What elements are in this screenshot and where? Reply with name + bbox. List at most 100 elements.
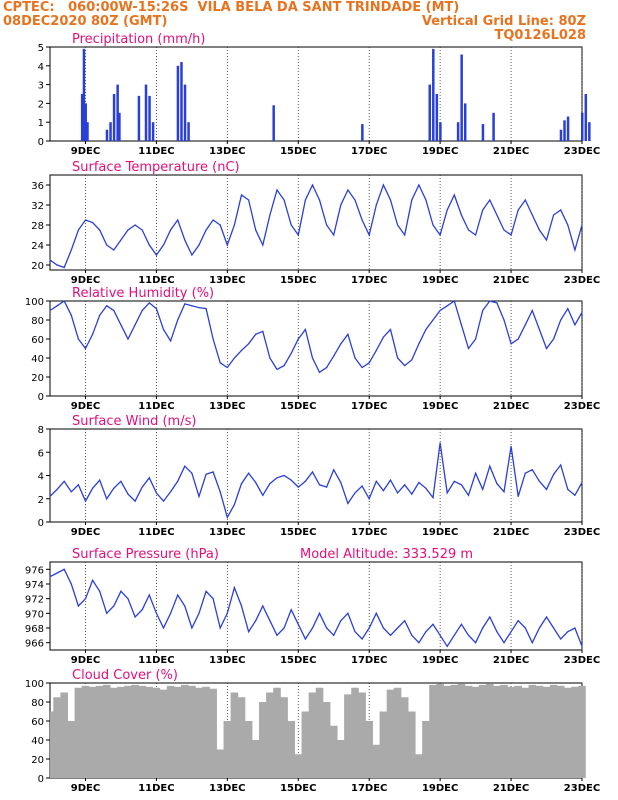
data-point (240, 194, 243, 196)
precip-bar (151, 122, 155, 141)
data-point (120, 480, 122, 482)
x-tick-label: 11DEC (138, 655, 174, 666)
cloud-bar (365, 721, 373, 778)
cloud-bar (521, 687, 530, 778)
precip-bar (463, 103, 467, 141)
precip-bar (588, 122, 591, 141)
data-point (574, 324, 576, 326)
data-point (538, 480, 541, 482)
data-point (524, 627, 526, 629)
data-point (496, 214, 498, 216)
cloud-bar (535, 685, 544, 778)
data-point (63, 266, 65, 269)
precip-bar (187, 122, 190, 141)
data-point (389, 479, 392, 481)
data-point (177, 319, 179, 321)
data-point (205, 473, 207, 475)
x-tick-label: 11DEC (138, 401, 174, 412)
cloud-bar (485, 683, 494, 778)
data-point (212, 219, 214, 221)
data-point (404, 234, 406, 236)
data-point (318, 612, 321, 614)
x-tick-label: 13DEC (209, 401, 245, 412)
y-tick-label: 100 (25, 679, 44, 690)
x-tick-label: 21DEC (493, 275, 529, 286)
cloud-bar (549, 684, 558, 778)
data-point (304, 328, 306, 331)
data-point (389, 199, 392, 201)
y-tick-label: 20 (31, 755, 44, 766)
data-point (531, 214, 533, 216)
data-point (248, 631, 250, 633)
x-tick-label: 15DEC (280, 401, 316, 412)
cloud-bar (280, 697, 288, 778)
y-tick-label: 974 (25, 580, 44, 591)
cloud-bar (95, 685, 104, 778)
data-point (162, 328, 165, 331)
panel-title: Surface Wind (m/s) (72, 414, 196, 429)
y-tick-label: 976 (25, 565, 44, 576)
data-point (439, 234, 441, 236)
header-line2-right: Vertical Grid Line: 80Z (421, 14, 586, 29)
data-point (184, 239, 186, 241)
data-point (517, 620, 519, 622)
data-point (354, 631, 356, 633)
series-group (49, 183, 583, 269)
data-point (304, 199, 306, 201)
cloud-bar (102, 684, 111, 778)
y-tick-label: 3 (38, 81, 44, 92)
panel-frame (49, 561, 583, 651)
data-point (262, 244, 264, 246)
data-point (453, 634, 455, 636)
y-tick-label: 40 (31, 354, 44, 365)
series-group (50, 683, 586, 778)
header-line1: CPTEC: 060:00W-15:26S VILA BELA DA SANT … (3, 0, 460, 15)
series-group (49, 568, 583, 648)
y-tick-label: 60 (31, 335, 44, 346)
data-point (496, 302, 498, 304)
cloud-bar (138, 685, 147, 778)
cloud-bar (294, 754, 303, 778)
data-point (283, 474, 285, 477)
y-tick-label: 5 (38, 43, 44, 54)
data-point (84, 219, 87, 221)
data-point (127, 229, 129, 231)
cloud-bar (166, 685, 175, 778)
precip-bar (137, 95, 141, 141)
data-point (226, 244, 228, 246)
data-point (496, 483, 498, 485)
cloud-bar (393, 687, 402, 778)
precip-bar (563, 120, 566, 141)
precip-bar (176, 65, 180, 141)
data-point (510, 445, 512, 448)
cloud-bar (53, 697, 61, 778)
panel-title: Surface Temperature (nC) (72, 160, 240, 175)
cloud-bar (400, 697, 409, 778)
data-point (553, 627, 555, 629)
cloud-bar (436, 683, 444, 778)
cloud-bar (60, 692, 68, 778)
data-point (134, 500, 136, 502)
data-point (191, 254, 193, 256)
data-point (219, 362, 221, 364)
data-point (475, 234, 477, 236)
data-point (517, 338, 519, 340)
data-point (510, 234, 512, 236)
data-point (311, 627, 314, 629)
x-tick-label: 15DEC (280, 146, 316, 157)
data-point (141, 486, 143, 488)
data-point (56, 572, 58, 574)
data-point (510, 343, 512, 345)
data-point (411, 199, 413, 201)
x-tick-label: 9DEC (71, 401, 100, 412)
data-point (212, 598, 214, 600)
data-point (439, 309, 441, 312)
cloud-bar (578, 685, 586, 778)
cloud-bar (273, 687, 281, 778)
data-point (77, 484, 79, 486)
data-point (574, 494, 576, 496)
data-point (340, 481, 342, 484)
data-point (333, 355, 335, 357)
series-line (49, 299, 583, 374)
